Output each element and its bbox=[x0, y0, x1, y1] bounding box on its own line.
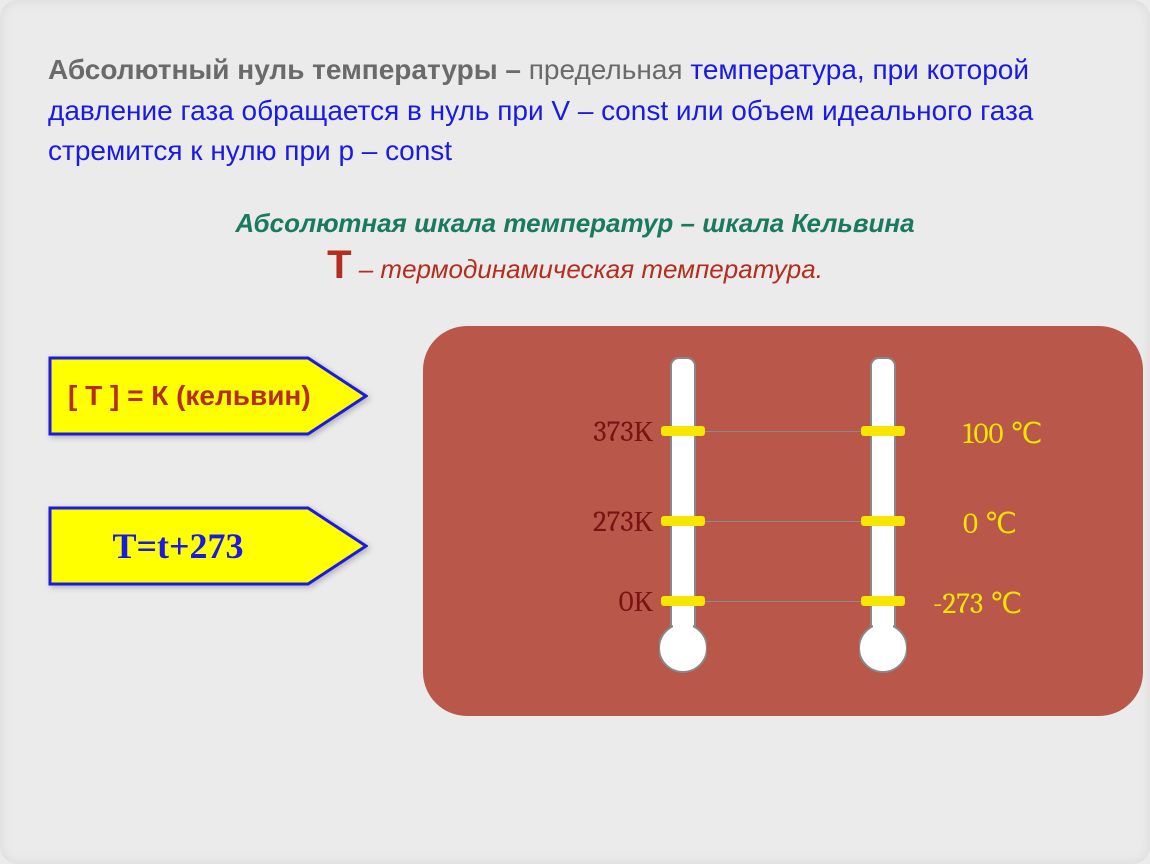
definition-gray-rest: предельная bbox=[529, 54, 683, 85]
label-273k: 273К bbox=[533, 506, 653, 539]
label-m273c: -273 ℃ bbox=[933, 586, 1022, 621]
label-0k: 0К bbox=[533, 586, 653, 619]
formula-arrow: T=t+273 bbox=[48, 506, 368, 586]
label-0c: 0 ℃ bbox=[963, 506, 1017, 541]
tick-k-273 bbox=[661, 516, 705, 526]
subtitle-block: Абсолютная шкала температур – шкала Кель… bbox=[48, 208, 1102, 288]
big-t-symbol: T bbox=[327, 243, 351, 287]
slide: Абсолютный нуль температуры – предельная… bbox=[0, 0, 1150, 864]
tick-k-373 bbox=[661, 426, 705, 436]
thermometer-panel: 373К 273К 0К 100 ℃ 0 ℃ -273 ℃ bbox=[423, 326, 1143, 716]
unit-kelvin-text: [ Т ] = К (кельвин) bbox=[48, 356, 318, 436]
lower-diagram-area: [ Т ] = К (кельвин) T=t+273 bbox=[48, 296, 1102, 766]
definition-term: Абсолютный нуль температуры bbox=[48, 54, 498, 85]
definition-dash: – bbox=[498, 54, 529, 85]
tick-c-273 bbox=[861, 596, 905, 606]
formula-text: T=t+273 bbox=[48, 506, 308, 586]
tick-c-100 bbox=[861, 426, 905, 436]
label-373k: 373К bbox=[533, 416, 653, 449]
subtitle-kelvin-scale: Абсолютная шкала температур – шкала Кель… bbox=[48, 208, 1102, 239]
unit-kelvin-arrow: [ Т ] = К (кельвин) bbox=[48, 356, 368, 436]
tick-k-0 bbox=[661, 596, 705, 606]
label-100c: 100 ℃ bbox=[963, 416, 1042, 451]
subtitle2-rest: – термодинамическая температура. bbox=[352, 254, 823, 284]
definition-text: Абсолютный нуль температуры – предельная… bbox=[48, 50, 1102, 172]
subtitle-thermodynamic: T – термодинамическая температура. bbox=[48, 243, 1102, 288]
tick-c-0 bbox=[861, 516, 905, 526]
